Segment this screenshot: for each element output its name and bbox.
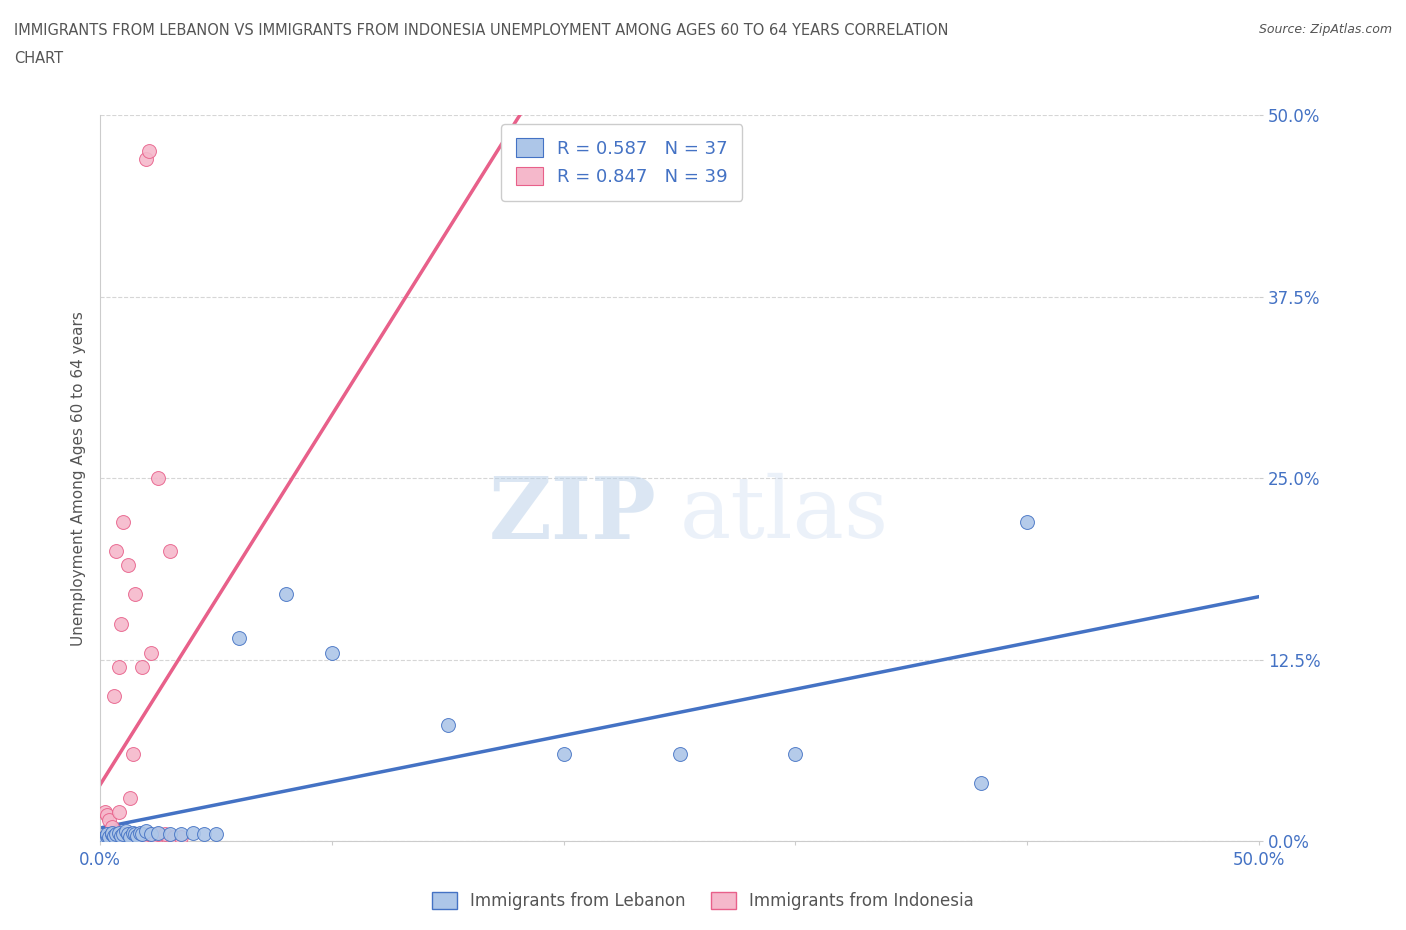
Point: [128, 825, 150, 840]
Point: [94, 805, 117, 820]
Point: [121, 825, 143, 840]
Point: [117, 558, 139, 573]
Point: [110, 616, 132, 631]
Point: [181, 825, 204, 840]
Point: [114, 824, 136, 839]
Point: [103, 829, 125, 844]
Point: [131, 827, 153, 842]
Point: [105, 543, 128, 558]
Point: [228, 631, 250, 645]
Point: [112, 827, 135, 842]
Point: [321, 645, 343, 660]
Point: [128, 829, 150, 844]
Point: [205, 827, 228, 842]
Point: [114, 830, 136, 844]
Point: [96, 827, 118, 842]
Point: [103, 689, 125, 704]
Point: [117, 827, 139, 842]
Point: [110, 829, 132, 844]
Point: [146, 471, 169, 485]
Y-axis label: Unemployment Among Ages 60 to 64 years: Unemployment Among Ages 60 to 64 years: [72, 311, 86, 645]
Point: [105, 827, 128, 842]
Point: [107, 659, 129, 674]
Point: [98, 812, 121, 827]
Point: [135, 830, 157, 844]
Point: [170, 827, 193, 842]
Point: [120, 790, 142, 805]
Point: [970, 776, 993, 790]
Point: [100, 827, 122, 842]
Text: Source: ZipAtlas.com: Source: ZipAtlas.com: [1258, 23, 1392, 36]
Point: [98, 830, 121, 844]
Point: [100, 827, 122, 842]
Point: [96, 829, 118, 844]
Point: [274, 587, 297, 602]
Point: [124, 587, 146, 602]
Point: [107, 805, 129, 820]
Point: [159, 543, 181, 558]
Text: atlas: atlas: [679, 473, 889, 556]
Point: [117, 827, 139, 842]
Text: IMMIGRANTS FROM LEBANON VS IMMIGRANTS FROM INDONESIA UNEMPLOYMENT AMONG AGES 60 : IMMIGRANTS FROM LEBANON VS IMMIGRANTS FR…: [14, 23, 949, 38]
Point: [159, 827, 181, 842]
Point: [135, 152, 157, 166]
Point: [124, 830, 146, 844]
Point: [105, 827, 128, 842]
Point: [131, 659, 153, 674]
Point: [138, 827, 160, 842]
Point: [139, 827, 162, 842]
Point: [91, 831, 114, 846]
Point: [112, 827, 135, 842]
Point: [153, 827, 176, 842]
Point: [98, 830, 121, 844]
Point: [436, 718, 458, 733]
Point: [94, 830, 117, 844]
Point: [96, 808, 118, 823]
Point: [91, 831, 114, 846]
Point: [145, 830, 167, 844]
Point: [170, 830, 193, 844]
Point: [139, 645, 162, 660]
Point: [193, 827, 215, 842]
Legend: R = 0.587   N = 37, R = 0.847   N = 39: R = 0.587 N = 37, R = 0.847 N = 39: [501, 124, 742, 201]
Point: [96, 829, 118, 844]
Point: [146, 825, 169, 840]
Point: [142, 829, 165, 844]
Text: ZIP: ZIP: [489, 472, 657, 556]
Point: [103, 829, 125, 844]
Point: [127, 827, 149, 842]
Point: [553, 747, 575, 762]
Point: [1017, 514, 1039, 529]
Point: [100, 819, 122, 834]
Point: [124, 827, 146, 842]
Point: [668, 747, 690, 762]
Point: [785, 747, 807, 762]
Point: [138, 144, 160, 159]
Point: [120, 830, 142, 844]
Point: [135, 824, 157, 839]
Point: [107, 825, 129, 840]
Legend: Immigrants from Lebanon, Immigrants from Indonesia: Immigrants from Lebanon, Immigrants from…: [426, 885, 980, 917]
Point: [127, 829, 149, 844]
Point: [163, 830, 186, 844]
Text: CHART: CHART: [14, 51, 63, 66]
Point: [146, 827, 169, 842]
Point: [121, 747, 143, 762]
Point: [94, 830, 117, 844]
Point: [112, 514, 135, 529]
Point: [100, 825, 122, 840]
